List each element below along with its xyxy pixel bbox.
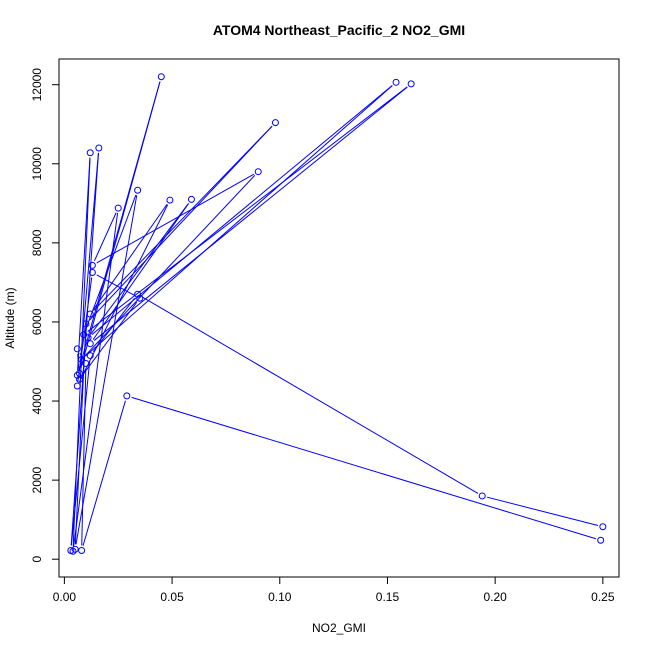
data-point [73, 345, 81, 353]
x-tick-label: 0.10 [268, 590, 292, 604]
data-point [407, 80, 415, 88]
y-axis-label: Altitude (m) [3, 287, 17, 348]
series-segment [79, 204, 169, 382]
data-point [88, 261, 96, 269]
x-tick-label: 0.20 [483, 590, 507, 604]
data-point [80, 331, 88, 339]
data-point [88, 269, 96, 277]
data-point [75, 375, 83, 383]
series-segment [75, 195, 138, 545]
series-segment [96, 274, 136, 297]
series-segment [96, 173, 255, 264]
data-point [134, 290, 142, 298]
series-segment [141, 296, 479, 494]
series-segment [87, 86, 408, 332]
data-point [187, 195, 195, 203]
y-tick-label: 4000 [30, 387, 44, 414]
series-segment [131, 396, 597, 540]
y-tick-label: 12000 [30, 68, 44, 102]
data-point [73, 371, 81, 379]
data-point [134, 186, 142, 194]
data-point [78, 356, 86, 364]
data-point [86, 340, 94, 348]
data-point [86, 149, 94, 157]
y-axis: 0 2000 4000 6000 8000 10000 12000 [30, 68, 60, 563]
data-point [271, 119, 279, 127]
series-segment [77, 157, 91, 371]
data-point [86, 352, 94, 360]
series-segment [92, 203, 189, 340]
data-point [157, 73, 165, 81]
data-point [123, 392, 131, 400]
data-point [86, 310, 94, 318]
series-segment [74, 328, 87, 545]
y-tick-label: 2000 [30, 466, 44, 493]
x-tick-label: 0.05 [160, 590, 184, 604]
data-point [597, 536, 605, 544]
data-point [82, 359, 90, 367]
data-point [114, 204, 122, 212]
data-point [254, 168, 262, 176]
series-segment [82, 400, 126, 546]
series-segment [85, 85, 393, 357]
x-tick-label: 0.15 [376, 590, 400, 604]
series-segment [85, 194, 137, 331]
x-axis: 0.00 0.05 0.10 0.15 0.20 0.25 [53, 576, 615, 604]
series-segment [77, 277, 93, 382]
data-point [392, 78, 400, 86]
data-point [73, 382, 81, 390]
data-point [95, 144, 103, 152]
series-segment [93, 86, 408, 341]
series-segment [82, 301, 138, 376]
data-point [136, 294, 144, 302]
y-tick-label: 0 [30, 556, 44, 563]
data-point [599, 523, 607, 531]
series-segment [93, 212, 117, 262]
series-segment [92, 203, 168, 311]
series-segment [90, 203, 189, 335]
series-segment [486, 496, 599, 527]
y-tick-label: 8000 [30, 229, 44, 256]
data-point [166, 196, 174, 204]
series-segment [78, 81, 161, 371]
series-segment [93, 125, 273, 311]
y-tick-label: 10000 [30, 147, 44, 181]
series-segment [81, 368, 87, 546]
series-segment [84, 174, 256, 357]
chart-title: ATOM4 Northeast_Pacific_2 NO2_GMI [213, 22, 465, 38]
data-point [478, 492, 486, 500]
series-segment [73, 212, 119, 547]
x-axis-label: NO2_GMI [312, 621, 366, 635]
data-point [71, 545, 79, 553]
x-tick-label: 0.25 [591, 590, 615, 604]
series-segment [79, 152, 99, 369]
series-layer [67, 73, 607, 555]
series-segment [91, 85, 393, 335]
y-tick-label: 6000 [30, 308, 44, 335]
x-tick-label: 0.00 [53, 590, 77, 604]
data-point [69, 547, 77, 555]
data-point [82, 320, 90, 328]
data-point [78, 547, 86, 555]
